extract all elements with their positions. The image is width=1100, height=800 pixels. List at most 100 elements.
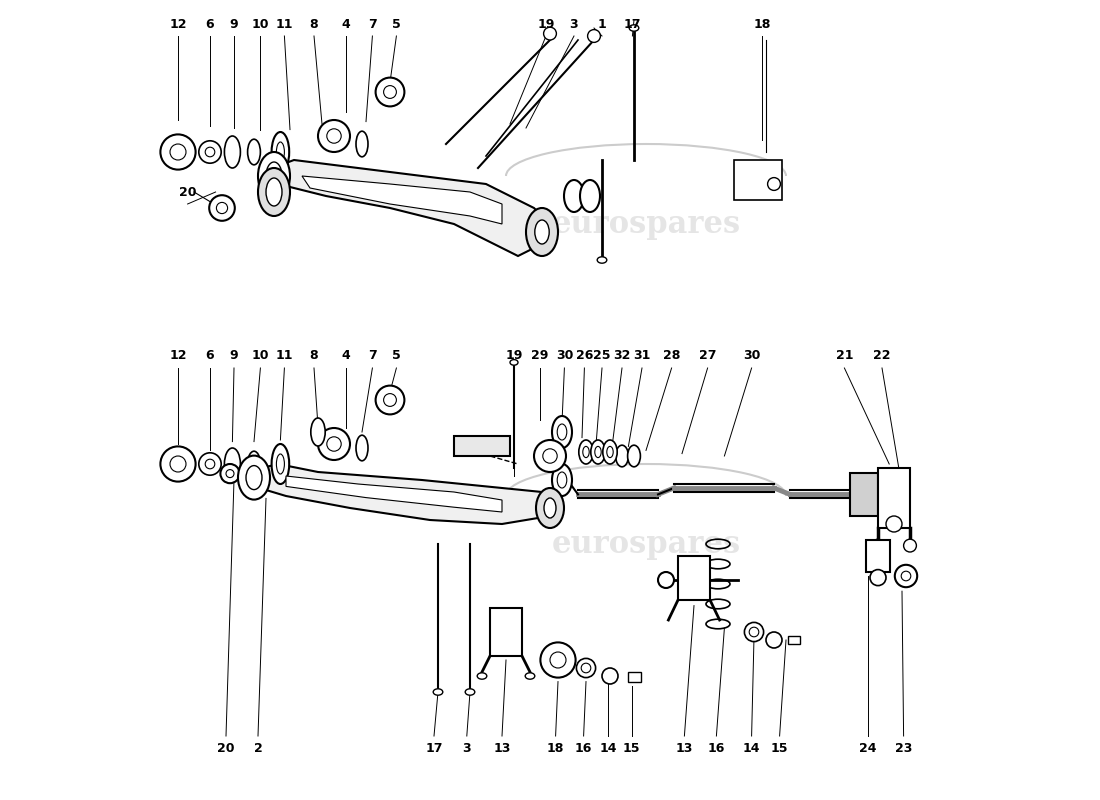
Text: 14: 14 xyxy=(742,742,760,754)
Ellipse shape xyxy=(356,131,369,157)
Ellipse shape xyxy=(433,689,443,695)
Text: 2: 2 xyxy=(254,742,263,754)
Text: 20: 20 xyxy=(218,742,234,754)
Circle shape xyxy=(199,141,221,163)
Ellipse shape xyxy=(558,472,566,488)
Circle shape xyxy=(226,470,234,478)
Ellipse shape xyxy=(276,142,285,162)
Text: 13: 13 xyxy=(675,742,693,754)
Ellipse shape xyxy=(238,455,270,499)
Text: 9: 9 xyxy=(230,18,239,30)
Text: 6: 6 xyxy=(206,350,214,362)
Ellipse shape xyxy=(248,139,261,165)
Bar xyxy=(878,468,910,528)
Polygon shape xyxy=(286,476,502,512)
Circle shape xyxy=(217,202,228,214)
Text: 12: 12 xyxy=(169,18,187,30)
Text: 8: 8 xyxy=(310,18,318,30)
Circle shape xyxy=(894,565,917,587)
Text: eurospares: eurospares xyxy=(551,209,740,239)
Ellipse shape xyxy=(246,466,262,490)
Text: 30: 30 xyxy=(556,350,573,362)
Circle shape xyxy=(581,663,591,673)
Circle shape xyxy=(550,652,566,668)
Circle shape xyxy=(327,129,341,143)
Circle shape xyxy=(901,571,911,581)
Circle shape xyxy=(384,394,396,406)
Ellipse shape xyxy=(526,208,558,256)
Ellipse shape xyxy=(258,168,290,216)
Text: 29: 29 xyxy=(531,350,548,362)
Ellipse shape xyxy=(629,25,639,31)
Circle shape xyxy=(327,437,341,451)
Ellipse shape xyxy=(597,257,607,263)
Text: 1: 1 xyxy=(597,18,606,30)
Ellipse shape xyxy=(224,136,241,168)
Text: 15: 15 xyxy=(771,742,789,754)
Circle shape xyxy=(375,386,405,414)
Circle shape xyxy=(870,570,886,586)
Bar xyxy=(490,608,522,656)
Circle shape xyxy=(886,516,902,532)
Circle shape xyxy=(587,30,601,42)
Ellipse shape xyxy=(579,440,593,464)
Circle shape xyxy=(534,440,566,472)
Ellipse shape xyxy=(616,445,628,467)
Text: 7: 7 xyxy=(368,350,377,362)
Text: 26: 26 xyxy=(575,350,593,362)
Text: 27: 27 xyxy=(698,350,716,362)
Text: 16: 16 xyxy=(707,742,725,754)
Text: 18: 18 xyxy=(547,742,564,754)
Bar xyxy=(678,556,710,600)
Circle shape xyxy=(540,642,575,678)
Ellipse shape xyxy=(583,446,590,458)
Text: 22: 22 xyxy=(873,350,891,362)
Text: 25: 25 xyxy=(593,350,611,362)
Text: 19: 19 xyxy=(537,18,554,30)
Ellipse shape xyxy=(536,488,564,528)
Ellipse shape xyxy=(628,445,640,467)
Ellipse shape xyxy=(272,444,289,484)
Circle shape xyxy=(602,668,618,684)
Ellipse shape xyxy=(552,416,572,448)
Bar xyxy=(866,540,890,572)
Text: 11: 11 xyxy=(276,18,293,30)
Circle shape xyxy=(766,632,782,648)
Ellipse shape xyxy=(266,162,282,190)
Text: 30: 30 xyxy=(742,350,760,362)
Ellipse shape xyxy=(266,178,282,206)
Text: 3: 3 xyxy=(570,18,579,30)
Text: 4: 4 xyxy=(342,18,351,30)
Ellipse shape xyxy=(311,418,326,446)
Ellipse shape xyxy=(276,454,285,474)
Ellipse shape xyxy=(248,451,261,477)
Text: 11: 11 xyxy=(276,350,293,362)
Text: 5: 5 xyxy=(392,350,400,362)
Circle shape xyxy=(768,178,780,190)
Ellipse shape xyxy=(258,152,290,200)
Text: 16: 16 xyxy=(575,742,592,754)
Circle shape xyxy=(318,120,350,152)
Text: 13: 13 xyxy=(493,742,510,754)
Ellipse shape xyxy=(510,359,518,365)
Ellipse shape xyxy=(580,180,600,212)
Text: 17: 17 xyxy=(624,18,641,30)
Circle shape xyxy=(658,572,674,588)
Circle shape xyxy=(161,446,196,482)
Ellipse shape xyxy=(224,448,241,480)
Circle shape xyxy=(220,464,240,483)
Ellipse shape xyxy=(595,446,602,458)
Circle shape xyxy=(170,456,186,472)
Text: 17: 17 xyxy=(426,742,442,754)
Circle shape xyxy=(161,134,196,170)
Ellipse shape xyxy=(552,464,572,496)
Text: 23: 23 xyxy=(895,742,912,754)
Bar xyxy=(734,160,782,200)
Ellipse shape xyxy=(544,498,556,518)
Text: 28: 28 xyxy=(663,350,680,362)
Circle shape xyxy=(209,195,234,221)
Text: 20: 20 xyxy=(179,186,196,198)
Text: 5: 5 xyxy=(392,18,400,30)
Text: 4: 4 xyxy=(342,350,351,362)
Ellipse shape xyxy=(558,424,566,440)
